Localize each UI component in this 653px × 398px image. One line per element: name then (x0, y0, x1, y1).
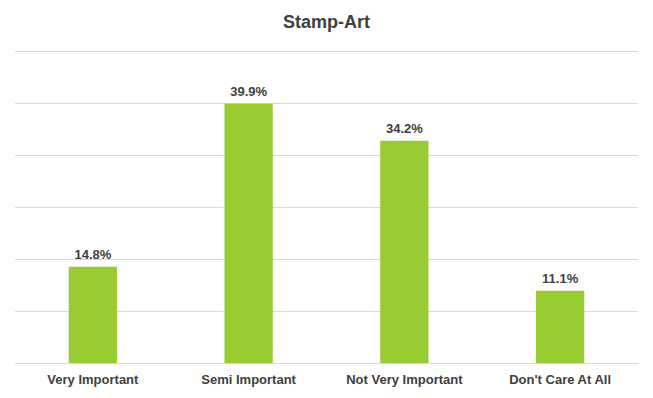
svg-text:Very Important: Very Important (47, 372, 139, 387)
svg-text:Don't Care At All: Don't Care At All (509, 372, 611, 387)
svg-text:34.2%: 34.2% (386, 121, 423, 136)
svg-text:14.8%: 14.8% (74, 247, 111, 262)
svg-text:39.9%: 39.9% (230, 84, 267, 99)
svg-text:Not Very Important: Not Very Important (346, 372, 463, 387)
svg-text:Semi Important: Semi Important (201, 372, 296, 387)
svg-text:Stamp-Art: Stamp-Art (283, 12, 370, 32)
svg-text:11.1%: 11.1% (542, 271, 579, 286)
